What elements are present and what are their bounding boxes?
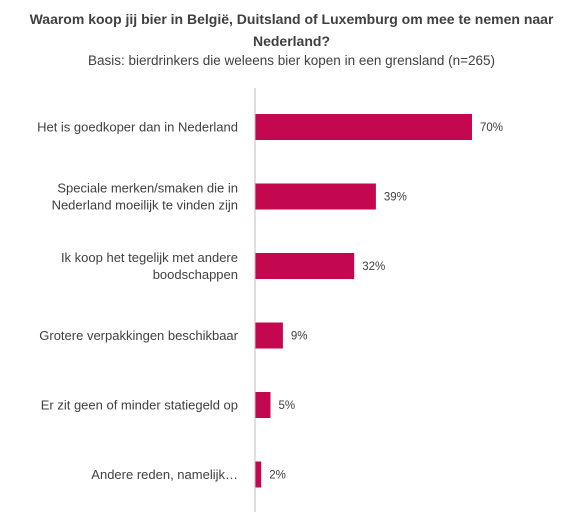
category-label-3-line-1: Ik koop het tegelijk met andere [61, 250, 238, 265]
category-label-2-line-2: Nederland moeilijk te vinden zijn [52, 198, 238, 213]
value-label-2: 39% [384, 192, 407, 204]
category-label-6: Andere reden, namelijk… [91, 467, 238, 482]
chart-title: Waarom koop jij bier in België, Duitslan… [29, 11, 554, 49]
category-label-4: Grotere verpakkingen beschikbaar [39, 328, 238, 343]
bar-4 [255, 322, 283, 349]
value-label-3: 32% [362, 261, 385, 273]
category-label-5: Er zit geen of minder statiegeld op [41, 398, 238, 413]
chart-subtitle: Basis: bierdrinkers die weleens bier kop… [87, 53, 496, 68]
bar-2 [255, 183, 376, 210]
bar-1 [255, 114, 472, 140]
bar-5 [255, 392, 271, 418]
category-label-2-line-1: Speciale merken/smaken die in [57, 181, 238, 196]
bar-6 [255, 461, 262, 488]
category-label-1: Het is goedkoper dan in Nederland [37, 120, 238, 135]
value-label-4: 9% [291, 331, 308, 343]
value-label-5: 5% [279, 400, 296, 412]
bar-3 [255, 253, 355, 279]
value-label-1: 70% [480, 122, 503, 134]
value-label-6: 2% [269, 470, 286, 482]
category-label-3-line-2: boodschappen [153, 267, 238, 282]
